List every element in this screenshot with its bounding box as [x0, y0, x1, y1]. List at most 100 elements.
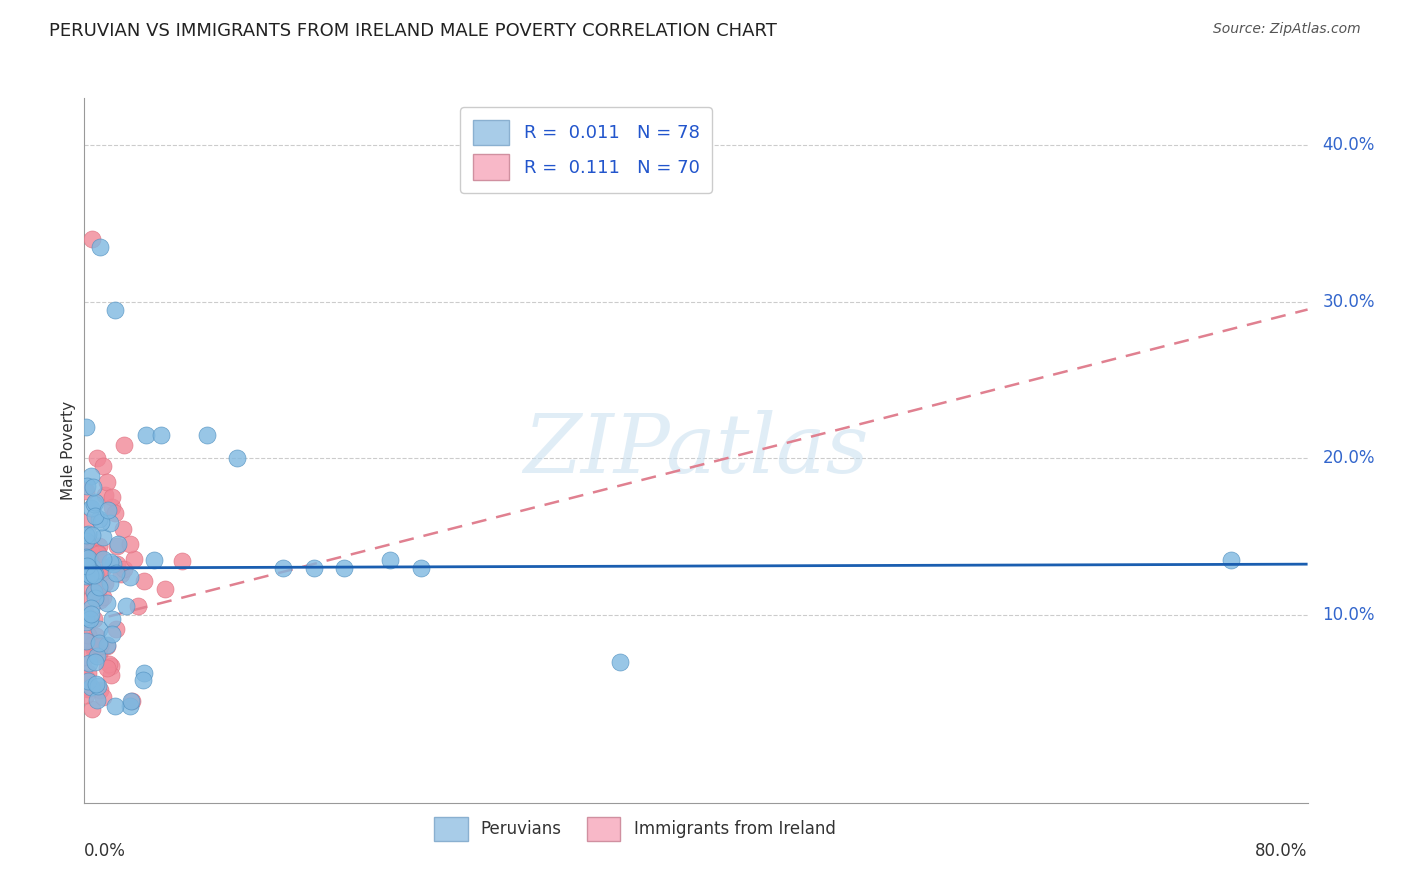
Point [87, 647, 110, 661]
Legend: Peruvians, Immigrants from Ireland: Peruvians, Immigrants from Ireland [427, 811, 842, 847]
Point [101, 627, 124, 641]
Point [82, 528, 104, 542]
Point [84, 591, 107, 605]
Point [101, 612, 124, 626]
Point [94, 575, 117, 590]
Text: ZIPatlas: ZIPatlas [523, 410, 869, 491]
Point [112, 437, 135, 451]
Point [93, 488, 115, 502]
Point [83, 585, 105, 599]
Point [333, 561, 356, 575]
Point [1220, 553, 1243, 567]
Point [89, 593, 111, 607]
Point [76, 567, 98, 582]
Point [75, 649, 97, 664]
Point [79, 544, 101, 558]
Point [83, 655, 105, 669]
Point [75, 612, 97, 626]
Point [80, 607, 103, 621]
Point [120, 570, 142, 584]
Point [112, 562, 135, 576]
Text: 10.0%: 10.0% [1322, 606, 1375, 624]
Point [83, 643, 105, 657]
Point [76, 680, 98, 694]
Point [120, 537, 142, 551]
Point [75, 483, 97, 498]
Point [93, 560, 115, 574]
Point [142, 552, 165, 566]
Point [80, 702, 103, 716]
Point [101, 500, 124, 514]
Point [91, 530, 114, 544]
Point [105, 557, 128, 571]
Point [195, 427, 218, 442]
Point [114, 599, 136, 613]
Point [271, 561, 294, 575]
Point [105, 566, 128, 580]
Point [79, 612, 101, 626]
Point [149, 427, 172, 442]
Point [170, 554, 193, 568]
Point [96, 661, 118, 675]
Point [82, 480, 104, 494]
Point [110, 567, 132, 582]
Point [75, 528, 97, 542]
Point [83, 585, 105, 599]
Point [82, 566, 104, 581]
Point [98, 555, 121, 569]
Point [121, 693, 143, 707]
Point [80, 638, 103, 652]
Point [76, 550, 98, 565]
Point [76, 515, 98, 529]
Point [91, 690, 114, 704]
Point [87, 512, 110, 526]
Point [134, 666, 156, 681]
Point [91, 552, 114, 566]
Point [101, 557, 124, 571]
Point [226, 451, 249, 466]
Point [91, 590, 114, 604]
Point [77, 674, 100, 689]
Point [75, 607, 97, 621]
Point [84, 629, 107, 643]
Point [302, 561, 325, 575]
Point [87, 546, 110, 560]
Point [87, 580, 110, 594]
Text: 40.0%: 40.0% [1322, 136, 1375, 154]
Point [89, 682, 111, 697]
Point [98, 657, 121, 672]
Point [75, 634, 97, 648]
Point [80, 501, 103, 516]
Point [89, 240, 111, 254]
Point [91, 459, 114, 474]
Point [104, 302, 127, 317]
Point [80, 232, 103, 246]
Point [79, 570, 101, 584]
Point [83, 612, 105, 626]
Point [96, 639, 118, 653]
Point [86, 547, 108, 561]
Point [131, 673, 153, 688]
Point [75, 565, 97, 579]
Point [104, 699, 127, 714]
Point [75, 688, 97, 702]
Point [83, 566, 105, 581]
Point [80, 559, 103, 574]
Point [79, 566, 101, 581]
Point [98, 516, 121, 531]
Point [84, 677, 107, 691]
Point [76, 672, 98, 686]
Point [107, 537, 129, 551]
Text: 20.0%: 20.0% [1322, 450, 1375, 467]
Point [96, 596, 118, 610]
Point [77, 628, 100, 642]
Text: 30.0%: 30.0% [1322, 293, 1375, 310]
Point [86, 648, 108, 663]
Point [76, 559, 98, 574]
Point [86, 692, 108, 706]
Point [609, 655, 631, 669]
Point [89, 636, 111, 650]
Point [127, 599, 149, 614]
Point [75, 549, 97, 564]
Point [96, 475, 118, 489]
